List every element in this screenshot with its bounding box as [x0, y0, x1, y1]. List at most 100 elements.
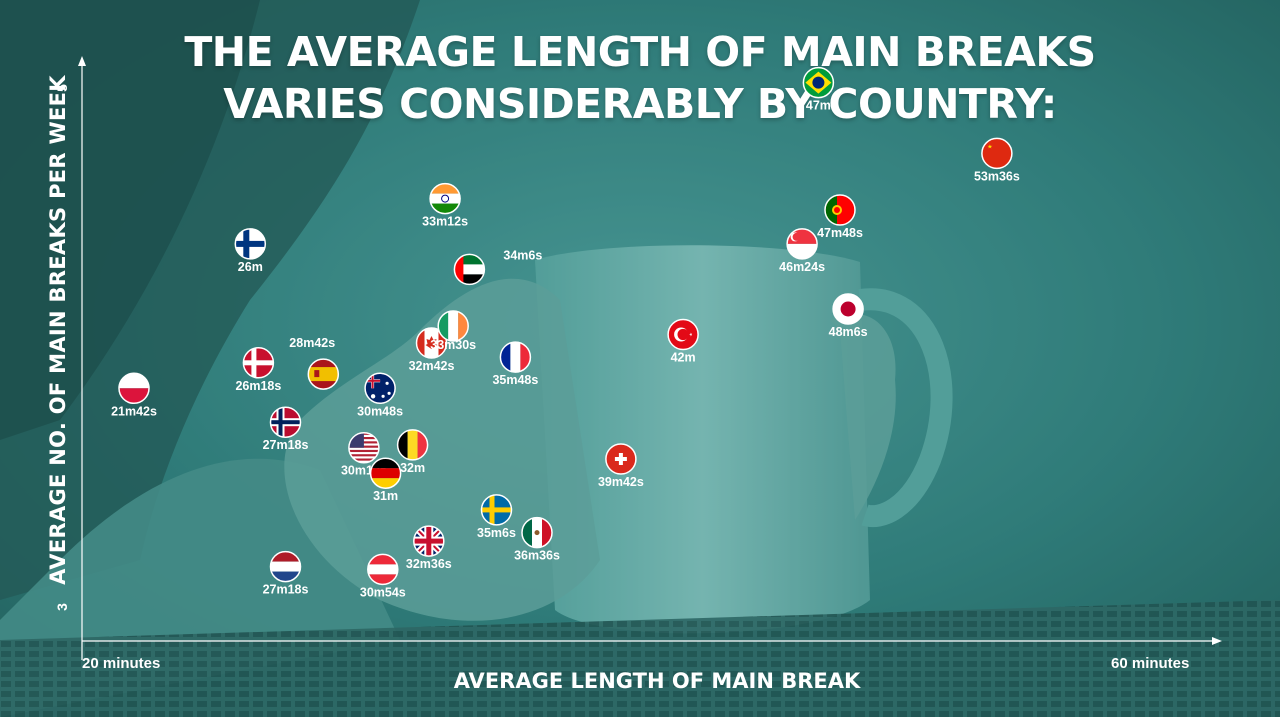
data-label: 33m12s — [422, 215, 468, 229]
flag-ring — [234, 228, 267, 260]
data-point-spain: 28m42s — [289, 336, 340, 390]
data-point-germany: 31m — [369, 457, 402, 503]
china-flag-icon — [981, 138, 1012, 169]
data-point-poland: 21m42s — [111, 372, 157, 418]
data-label: 36m36s — [514, 549, 560, 563]
spain-flag-icon — [308, 359, 339, 390]
data-point-india: 33m12s — [422, 182, 468, 229]
data-point-brazil: 47m — [802, 66, 835, 113]
data-label: 27m18s — [263, 438, 309, 452]
data-label: 53m36s — [974, 169, 1020, 183]
data-label: 21m42s — [111, 404, 157, 418]
france-flag-icon — [500, 342, 531, 373]
japan-flag-icon — [833, 294, 864, 324]
data-label: 42m — [671, 351, 696, 365]
data-label: 32m36s — [406, 557, 452, 571]
flag-ring — [802, 66, 835, 99]
flag-ring — [269, 406, 302, 438]
flag-ring — [118, 372, 150, 405]
data-label: 39m42s — [598, 475, 644, 489]
data-point-france: 35m48s — [492, 341, 538, 387]
chart-title-line-1: THE AVERAGE LENGTH OF MAIN BREAKS — [184, 28, 1096, 76]
data-label: 28m42s — [289, 336, 335, 350]
chart-title: THE AVERAGE LENGTH OF MAIN BREAKS VARIES… — [0, 26, 1280, 130]
flag-ring — [605, 443, 637, 475]
data-label: 47m48s — [817, 226, 863, 240]
brazil-flag-icon — [803, 67, 834, 98]
flag-ring — [824, 194, 856, 226]
flag-ring — [269, 550, 302, 583]
denmark-flag-icon — [243, 347, 274, 378]
data-label: 46m24s — [779, 260, 825, 274]
data-point-finland: 26m — [234, 228, 267, 274]
x-axis-label: AVERAGE LENGTH OF MAIN BREAK — [453, 669, 861, 693]
data-label: 48m6s — [829, 325, 868, 339]
data-label: 47m — [806, 99, 831, 113]
singapore-flag-icon — [787, 228, 818, 259]
flag-ring — [521, 516, 553, 549]
flag-ring — [453, 253, 486, 286]
chart-title-line-2: VARIES CONSIDERABLY BY COUNTRY: — [223, 80, 1057, 128]
flag-ring — [981, 137, 1013, 170]
data-label: 32m — [400, 461, 425, 475]
usa-flag-icon — [348, 432, 379, 463]
flag-ring — [367, 553, 399, 586]
data-label: 27m18s — [263, 583, 309, 597]
flag-ring — [242, 347, 275, 379]
data-point-singapore: 46m24s — [779, 228, 825, 274]
data-point-china: 53m36s — [974, 137, 1020, 183]
data-point-australia: 30m48s — [357, 372, 403, 418]
data-point-sweden: 35m6s — [477, 494, 516, 540]
data-label: 34m6s — [503, 248, 542, 262]
germany-flag-icon — [370, 458, 401, 489]
austria-flag-icon — [367, 554, 398, 585]
data-label: 31m — [373, 489, 398, 503]
data-point-netherlands: 27m18s — [263, 550, 309, 597]
flag-ring — [832, 293, 864, 325]
data-point-switzerland: 39m42s — [598, 443, 644, 489]
uae-flag-icon — [454, 254, 485, 285]
portugal-flag-icon — [825, 195, 855, 225]
data-point-japan: 48m6s — [829, 293, 868, 339]
data-label: 35m6s — [477, 526, 516, 540]
flag-ring — [480, 494, 513, 526]
data-label: 26m — [238, 260, 263, 274]
data-label: 32m42s — [409, 359, 455, 373]
mexico-flag-icon — [522, 517, 552, 548]
norway-flag-icon — [270, 407, 301, 438]
uk-flag-icon — [413, 526, 444, 557]
data-point-portugal: 47m48s — [817, 194, 863, 240]
data-point-uk: 32m36s — [406, 525, 452, 571]
data-label: 30m54s — [360, 585, 406, 599]
data-point-uae: 34m6s — [453, 248, 542, 286]
turkey-flag-icon — [668, 319, 699, 350]
poland-flag-icon — [119, 373, 149, 404]
flag-ring — [307, 358, 340, 390]
ireland-flag-icon — [438, 311, 469, 341]
x-tick-right: 60 minutes — [1111, 655, 1190, 672]
finland-flag-icon — [235, 228, 266, 259]
flag-ring — [369, 457, 402, 489]
data-label: 30m48s — [357, 404, 403, 418]
flag-ring — [667, 318, 699, 351]
data-point-norway: 27m18s — [263, 406, 309, 452]
data-point-denmark: 26m18s — [235, 347, 281, 393]
data-point-ireland: 33m30s — [430, 310, 476, 352]
flag-ring — [364, 372, 396, 405]
india-flag-icon — [430, 183, 461, 214]
data-point-belgium: 32m — [396, 429, 429, 475]
data-label: 35m48s — [492, 373, 538, 387]
flag-ring — [348, 431, 380, 464]
data-point-mexico: 36m36s — [514, 516, 560, 563]
flag-ring — [396, 429, 429, 461]
australia-flag-icon — [365, 373, 396, 404]
flag-ring — [429, 182, 461, 215]
belgium-flag-icon — [397, 429, 428, 460]
data-point-turkey: 42m — [667, 318, 699, 365]
switzerland-flag-icon — [605, 444, 636, 474]
sweden-flag-icon — [481, 494, 512, 525]
data-point-austria: 30m54s — [360, 553, 406, 599]
flag-ring — [415, 327, 448, 359]
flag-ring — [499, 341, 532, 373]
